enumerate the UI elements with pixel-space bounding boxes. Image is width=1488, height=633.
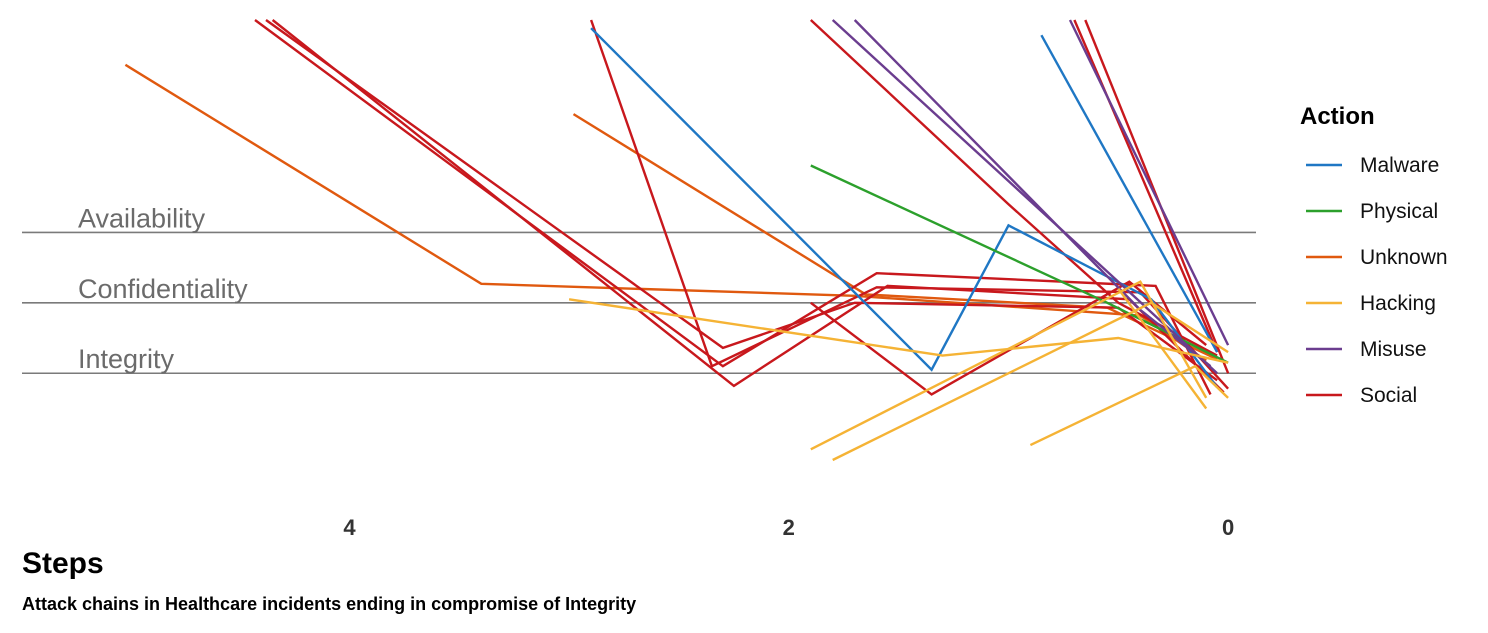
legend-label-misuse: Misuse	[1360, 338, 1427, 361]
series-line-misuse-14	[853, 19, 1212, 368]
series-line-malware-10	[590, 27, 1219, 389]
series-line-hacking-17	[832, 301, 1229, 462]
reference-label-availability: Availability	[78, 203, 206, 233]
x-axis-ticks: 4 2 0	[343, 515, 1234, 540]
legend-label-physical: Physical	[1360, 200, 1438, 223]
series-line-misuse-13	[831, 19, 1218, 375]
legend-label-unknown: Unknown	[1360, 246, 1448, 269]
x-axis-label: Steps	[22, 547, 104, 580]
reference-label-integrity: Integrity	[78, 344, 175, 374]
series-line-hacking-19	[568, 298, 1229, 364]
legend: Action Malware Physical Unknown Hacking Misu…	[1300, 103, 1448, 407]
series-layer	[124, 19, 1230, 462]
legend-title: Action	[1300, 103, 1375, 130]
series-line-misuse-15	[1068, 19, 1230, 346]
series-line-unknown-1	[572, 113, 1218, 361]
legend-label-hacking: Hacking	[1360, 292, 1436, 315]
x-tick-2: 2	[783, 515, 795, 540]
legend-label-social: Social	[1360, 384, 1417, 407]
x-tick-0: 0	[1222, 515, 1234, 540]
series-line-hacking-16	[810, 280, 1208, 451]
series-line-social-2	[254, 19, 1212, 395]
series-line-physical-12	[810, 164, 1229, 364]
series-line-hacking-20	[1117, 287, 1208, 410]
series-line-malware-11	[1040, 34, 1219, 353]
x-tick-4: 4	[343, 515, 356, 540]
legend-label-malware: Malware	[1360, 154, 1439, 177]
reference-label-confidentiality: Confidentiality	[78, 274, 248, 304]
chart-caption: Attack chains in Healthcare incidents en…	[22, 594, 636, 614]
series-line-hacking-18	[1029, 364, 1229, 447]
